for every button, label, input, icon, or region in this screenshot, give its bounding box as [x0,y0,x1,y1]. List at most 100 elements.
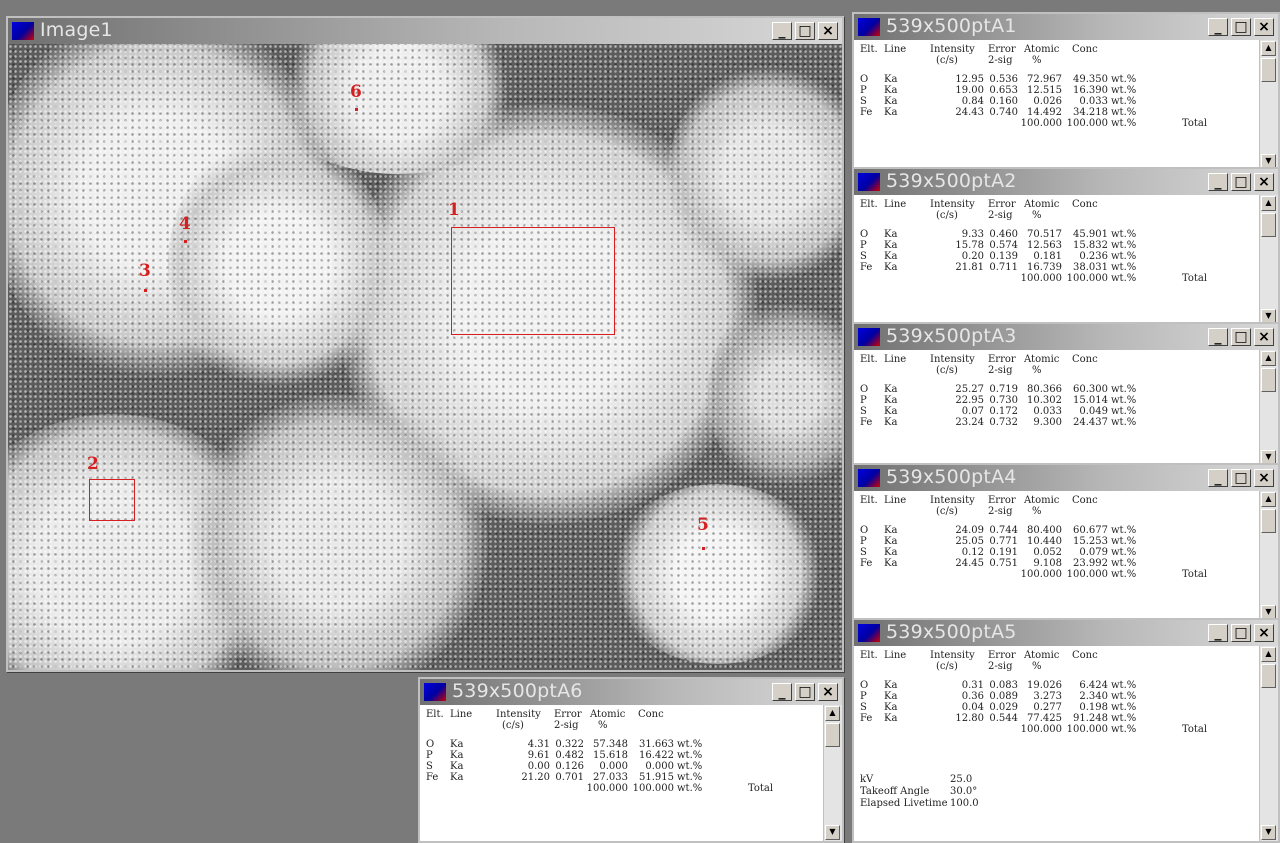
scroll-thumb[interactable] [1261,368,1276,392]
vertical-scrollbar[interactable]: ▲ ▼ [1259,195,1278,325]
scroll-up-arrow-icon[interactable]: ▲ [1261,351,1276,366]
total-unit: wt.% [1111,724,1137,735]
total-label: Total [1182,273,1208,284]
param-label: kV [860,774,874,785]
col-unit-error: 2-sig [988,210,1013,221]
vertical-scrollbar[interactable]: ▲ ▼ [1259,646,1278,841]
vertical-scrollbar[interactable]: ▲ ▼ [1259,40,1278,170]
result-window-titlebar[interactable]: 539x500ptA6 _ □ × [420,679,842,705]
maximize-button[interactable]: □ [795,22,815,40]
spectrum-result-window[interactable]: 539x500ptA4 _ □ × Elt. Line Intensity Er… [852,463,1280,623]
maximize-button[interactable]: □ [1231,18,1251,36]
cell-intensity: 4.31 [527,739,550,750]
cell-line: Ka [884,536,898,547]
image-window-titlebar[interactable]: Image1 _ □ × [8,18,842,44]
app-icon [12,22,34,40]
scroll-up-arrow-icon[interactable]: ▲ [1261,196,1276,211]
minimize-button[interactable]: _ [1208,624,1228,642]
scroll-down-arrow-icon[interactable]: ▼ [1261,825,1276,840]
total-conc: 100.000 [632,783,674,794]
maximize-button[interactable]: □ [1231,173,1251,191]
minimize-button[interactable]: _ [1208,328,1228,346]
scroll-up-arrow-icon[interactable]: ▲ [1261,41,1276,56]
maximize-button[interactable]: □ [1231,328,1251,346]
col-header-error: Error [988,44,1016,55]
cell-atomic: 0.026 [1033,96,1062,107]
cell-element: O [860,680,869,691]
cell-atomic: 27.033 [593,772,628,783]
minimize-button[interactable]: _ [772,683,792,701]
scroll-thumb[interactable] [1261,213,1276,237]
cell-conc: 0.049 [1079,406,1108,417]
vertical-scrollbar[interactable]: ▲ ▼ [1259,350,1278,466]
spectrum-result-window[interactable]: 539x500ptA3 _ □ × Elt. Line Intensity Er… [852,322,1280,468]
col-unit-atomic: % [1032,365,1042,376]
col-header-error: Error [988,495,1016,506]
image-texture [8,44,842,670]
roi-box-1[interactable] [451,227,615,335]
result-window-titlebar[interactable]: 539x500ptA4 _ □ × [854,465,1278,491]
minimize-button[interactable]: _ [1208,469,1228,487]
cell-atomic: 0.181 [1033,251,1062,262]
cell-unit: wt.% [1111,240,1137,251]
minimize-button[interactable]: _ [1208,18,1228,36]
close-button[interactable]: × [1254,328,1274,346]
close-button[interactable]: × [818,683,838,701]
cell-line: Ka [450,761,464,772]
spectrum-result-window[interactable]: 539x500ptA1 _ □ × Elt. Line Intensity Er… [852,12,1280,172]
vertical-scrollbar[interactable]: ▲ ▼ [823,705,842,841]
maximize-button[interactable]: □ [795,683,815,701]
cell-conc: 0.079 [1079,547,1108,558]
close-button[interactable]: × [1254,469,1274,487]
roi-box-2[interactable] [89,479,135,521]
scroll-thumb[interactable] [1261,664,1276,688]
minimize-button[interactable]: _ [1208,173,1228,191]
minimize-button[interactable]: _ [772,22,792,40]
maximize-button[interactable]: □ [1231,624,1251,642]
image-window[interactable]: Image1 _ □ × 1 2 3 4 5 6 [6,16,844,672]
scroll-thumb[interactable] [1261,509,1276,533]
spectrum-result-window[interactable]: 539x500ptA6 _ □ × Elt. Line Intensity Er… [418,677,844,843]
col-header-conc: Conc [638,709,664,720]
close-button[interactable]: × [818,22,838,40]
scroll-up-arrow-icon[interactable]: ▲ [825,706,840,721]
total-unit: wt.% [1111,273,1137,284]
result-window-titlebar[interactable]: 539x500ptA3 _ □ × [854,324,1278,350]
scroll-down-arrow-icon[interactable]: ▼ [825,825,840,840]
scroll-up-arrow-icon[interactable]: ▲ [1261,647,1276,662]
marker-label-1: 1 [448,200,460,220]
result-window-titlebar[interactable]: 539x500ptA5 _ □ × [854,620,1278,646]
cell-element: P [860,240,867,251]
micrograph-image[interactable]: 1 2 3 4 5 6 [8,44,842,670]
cell-intensity: 22.95 [955,395,984,406]
scroll-up-arrow-icon[interactable]: ▲ [1261,492,1276,507]
result-window-titlebar[interactable]: 539x500ptA1 _ □ × [854,14,1278,40]
cell-atomic: 12.563 [1027,240,1062,251]
result-window-title: 539x500ptA5 [886,621,1017,643]
cell-unit: wt.% [1111,558,1137,569]
scroll-down-arrow-icon[interactable]: ▼ [1261,450,1276,465]
cell-line: Ka [884,680,898,691]
cell-line: Ka [450,772,464,783]
close-button[interactable]: × [1254,624,1274,642]
spectrum-result-window[interactable]: 539x500ptA5 _ □ × Elt. Line Intensity Er… [852,618,1280,843]
scroll-thumb[interactable] [1261,58,1276,82]
cell-unit: wt.% [1111,96,1137,107]
cell-element: P [860,691,867,702]
app-icon [858,469,880,487]
cell-conc: 0.236 [1079,251,1108,262]
close-button[interactable]: × [1254,173,1274,191]
col-unit-atomic: % [1032,661,1042,672]
spectrum-result-window[interactable]: 539x500ptA2 _ □ × Elt. Line Intensity Er… [852,167,1280,327]
cell-error: 0.544 [989,713,1018,724]
close-button[interactable]: × [1254,18,1274,36]
col-header-element: Elt. [860,199,878,210]
cell-error: 0.732 [989,417,1018,428]
cell-error: 0.744 [989,525,1018,536]
maximize-button[interactable]: □ [1231,469,1251,487]
vertical-scrollbar[interactable]: ▲ ▼ [1259,491,1278,621]
cell-line: Ka [884,262,898,273]
scroll-thumb[interactable] [825,723,840,747]
result-window-titlebar[interactable]: 539x500ptA2 _ □ × [854,169,1278,195]
marker-label-5: 5 [697,515,709,535]
